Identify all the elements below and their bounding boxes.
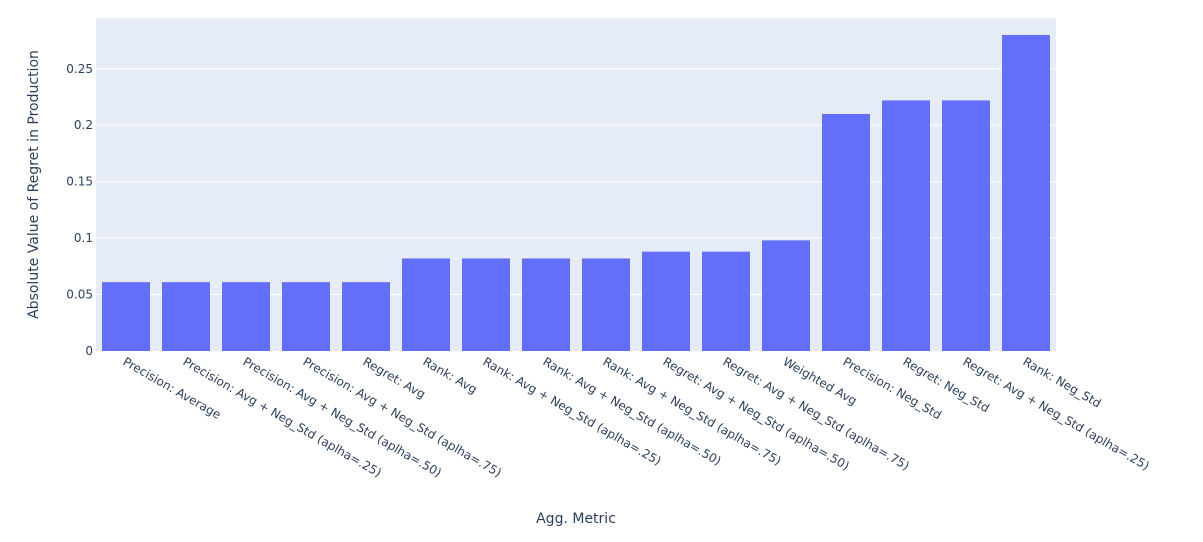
x-tick-label: Precision: Neg_Std (841, 354, 944, 422)
x-tick-label: Rank: Avg (421, 354, 480, 396)
bar (282, 282, 330, 351)
bar (1002, 34, 1050, 352)
bar (882, 100, 930, 352)
y-axis-ticks: 0 0.05 0.1 0.15 0.2 0.25 (66, 62, 93, 358)
bar (222, 282, 270, 351)
y-tick-label: 0.25 (66, 62, 93, 76)
bar (642, 251, 690, 351)
bar (162, 282, 210, 351)
y-tick-label: 0.15 (66, 175, 93, 189)
bar (522, 258, 570, 351)
x-tick-label: Precision: Average (121, 354, 224, 421)
bar (822, 113, 870, 351)
bars (102, 34, 1050, 352)
bar (102, 282, 150, 351)
y-tick-label: 0.1 (74, 231, 93, 245)
bar (762, 240, 810, 351)
bar (402, 258, 450, 351)
x-axis-title: Agg. Metric (536, 511, 616, 527)
y-tick-label: 0.05 (66, 288, 93, 302)
y-tick-label: 0.2 (74, 118, 93, 132)
bar (582, 258, 630, 351)
bar (942, 100, 990, 352)
bar (342, 282, 390, 351)
y-axis-title: Absolute Value of Regret in Production (26, 50, 42, 319)
bar (462, 258, 510, 351)
bar (702, 251, 750, 351)
y-tick-label: 0 (85, 344, 93, 358)
